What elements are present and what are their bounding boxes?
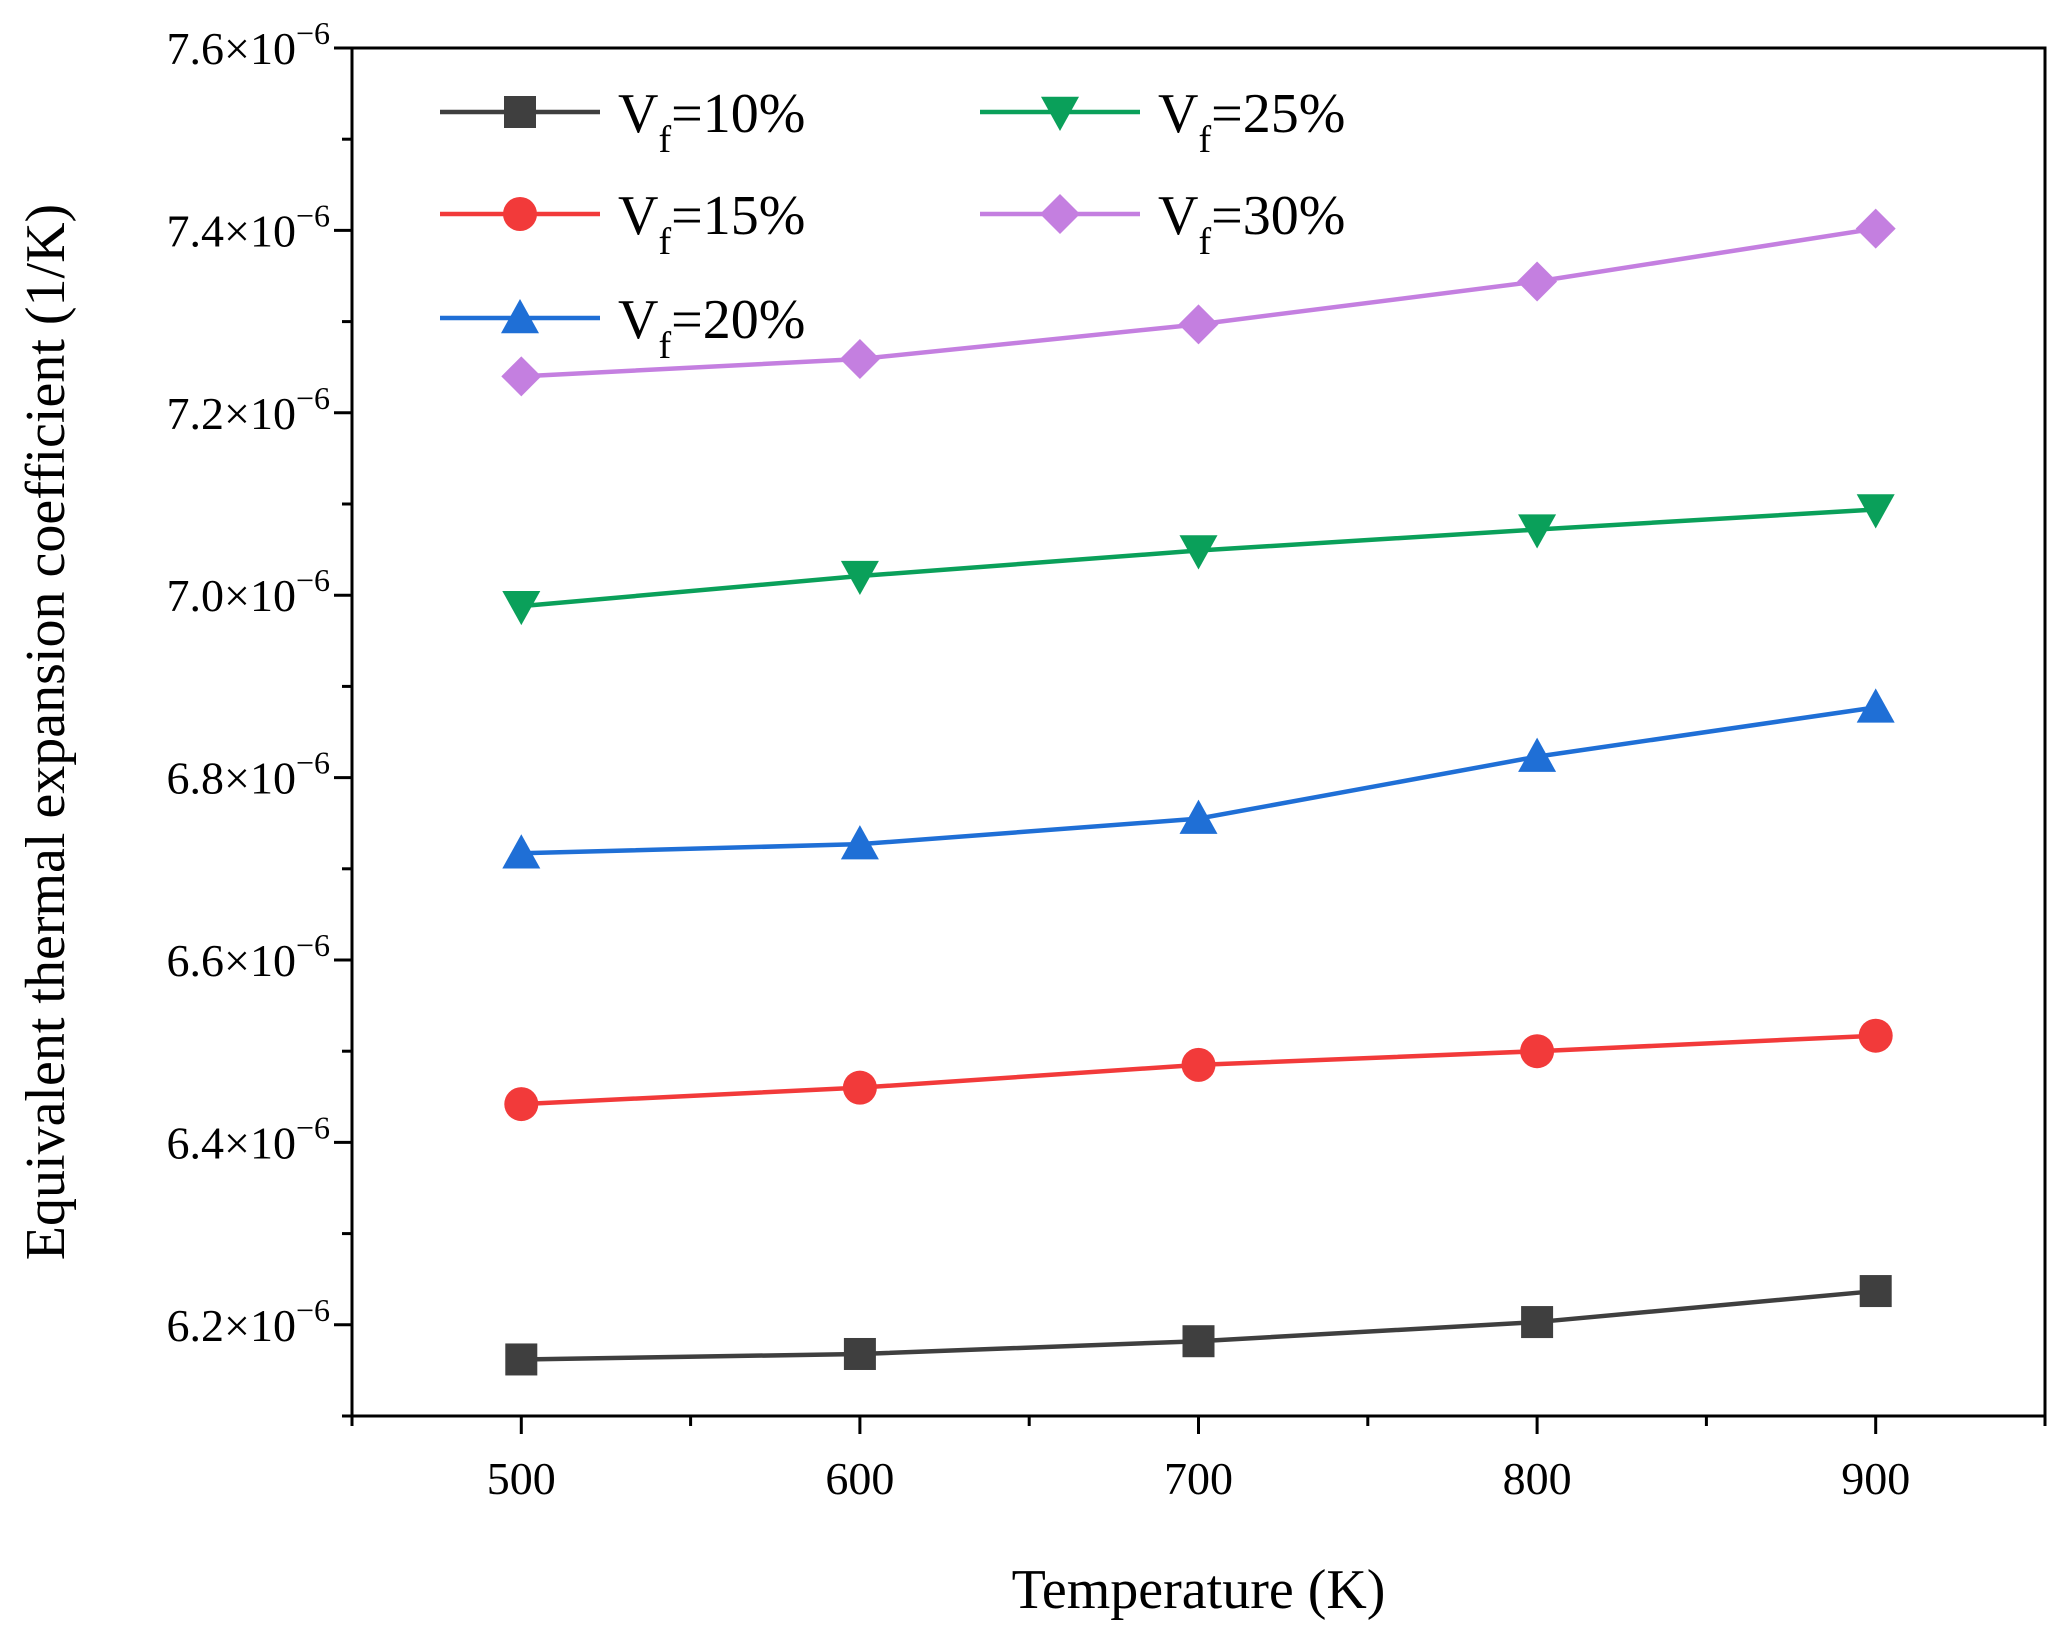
data-point xyxy=(1518,737,1557,772)
x-tick-label: 600 xyxy=(825,1453,894,1504)
x-tick-label: 900 xyxy=(1841,1453,1910,1504)
data-point xyxy=(842,1070,877,1105)
legend-label: Vf=15% xyxy=(618,185,805,263)
legend: Vf=10% Vf=15% Vf=20% Vf=25% Vf=30% xyxy=(440,83,1345,367)
x-axis-title: Temperature (K) xyxy=(1012,1559,1386,1621)
y-axis-title: Equivalent thermal expansion coefficient… xyxy=(15,204,77,1260)
y-tick-label: 6.8×10−6 xyxy=(167,745,331,804)
series-4 xyxy=(502,494,1895,626)
data-point xyxy=(1855,208,1896,249)
legend-item: Vf=20% xyxy=(440,289,805,367)
legend-marker xyxy=(503,197,537,231)
data-point xyxy=(1179,799,1218,834)
x-tick-label: 800 xyxy=(1503,1453,1572,1504)
data-point xyxy=(1856,688,1895,723)
legend-marker xyxy=(1040,194,1080,234)
legend-item: Vf=25% xyxy=(980,83,1345,161)
data-point xyxy=(1181,1047,1216,1082)
series-5 xyxy=(501,208,1896,397)
y-tick-label: 7.2×10−6 xyxy=(167,380,331,439)
legend-label: Vf=30% xyxy=(1158,185,1345,263)
legend-marker xyxy=(1041,96,1079,131)
data-point xyxy=(840,560,879,596)
data-point xyxy=(502,590,541,626)
legend-label: Vf=20% xyxy=(618,289,805,367)
x-axis: 500 600 700 800 900 xyxy=(350,1416,2047,1504)
data-point xyxy=(1859,1275,1892,1308)
data-point xyxy=(840,825,879,860)
series-3 xyxy=(502,688,1895,869)
data-point xyxy=(1858,1018,1893,1053)
data-point xyxy=(843,1337,876,1370)
legend-item: Vf=15% xyxy=(440,185,805,263)
y-tick-label: 6.2×10−6 xyxy=(167,1292,331,1351)
data-point xyxy=(839,338,880,379)
data-point xyxy=(1521,1306,1554,1339)
legend-label: Vf=25% xyxy=(1158,83,1345,161)
data-point xyxy=(1179,535,1218,570)
data-point xyxy=(505,1343,538,1376)
y-tick-label: 7.6×10−6 xyxy=(167,15,331,74)
y-tick-label: 6.4×10−6 xyxy=(167,1109,331,1168)
y-tick-label: 6.6×10−6 xyxy=(167,927,331,986)
data-point xyxy=(1856,494,1895,529)
data-point xyxy=(504,1087,539,1122)
series-1 xyxy=(505,1275,1892,1376)
legend-label: Vf=10% xyxy=(618,83,805,161)
data-point xyxy=(1178,304,1219,345)
data-point xyxy=(502,834,541,869)
data-point xyxy=(1517,261,1558,302)
y-tick-label: 7.4×10−6 xyxy=(167,197,331,256)
x-tick-label: 500 xyxy=(487,1453,556,1504)
legend-item: Vf=10% xyxy=(440,83,805,161)
legend-marker xyxy=(501,299,539,334)
y-tick-label: 7.0×10−6 xyxy=(167,562,331,621)
series-layer xyxy=(501,208,1896,1376)
data-point xyxy=(1518,514,1557,549)
series-2 xyxy=(504,1018,1893,1122)
x-tick-label: 700 xyxy=(1164,1453,1233,1504)
legend-marker xyxy=(504,96,536,128)
data-point xyxy=(1520,1034,1555,1069)
legend-item: Vf=30% xyxy=(980,185,1345,263)
y-axis: 6.2×10−6 6.4×10−6 6.6×10−6 6.8×10−6 7.0×10−6… xyxy=(167,15,352,1418)
data-point xyxy=(501,356,542,397)
data-point xyxy=(1182,1325,1215,1358)
